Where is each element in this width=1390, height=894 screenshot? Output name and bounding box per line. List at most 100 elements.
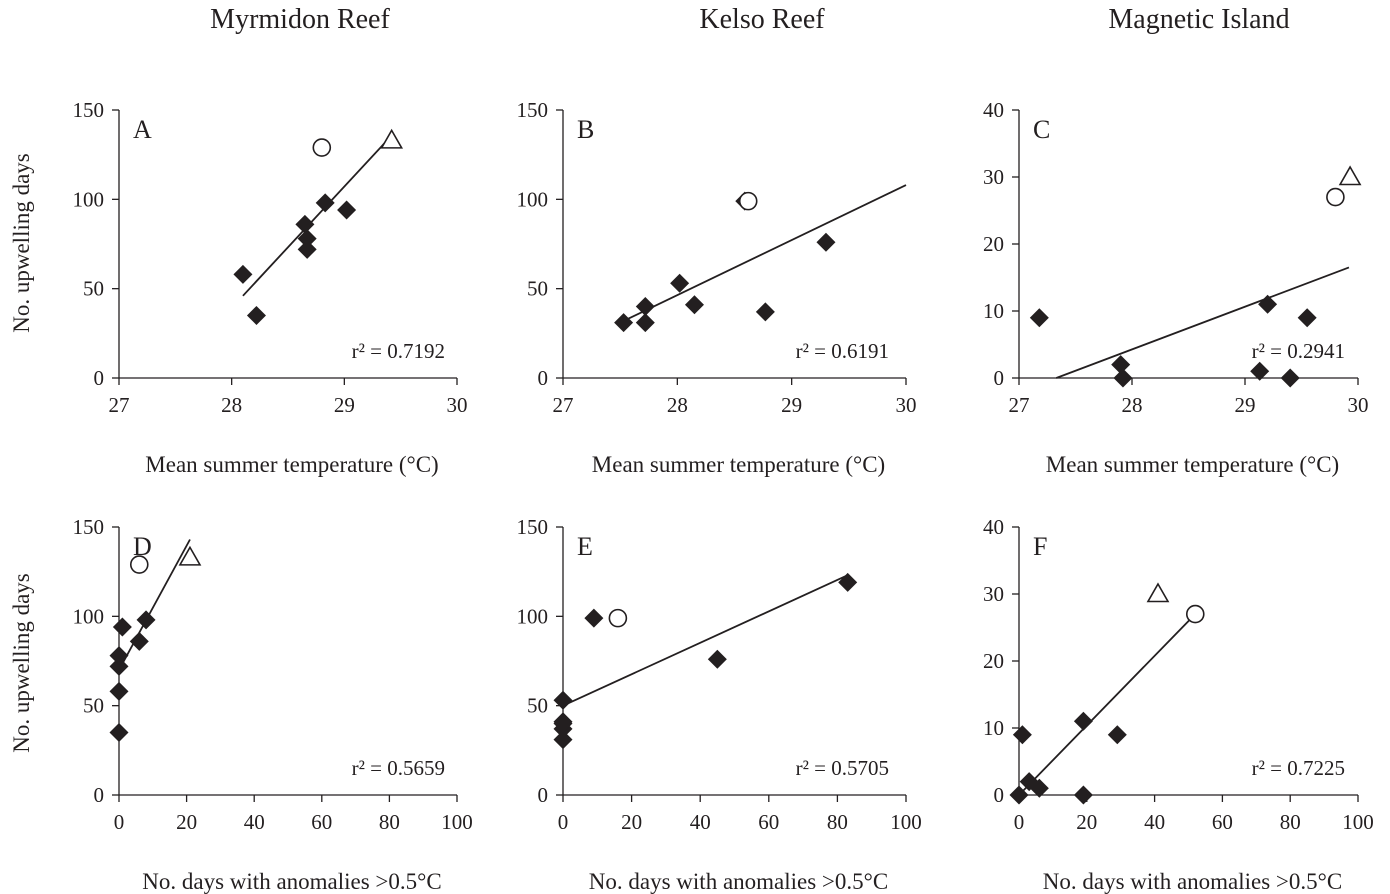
panel-d-x-tick-label: 60 — [311, 810, 332, 834]
panel-d-y-tick-label: 100 — [73, 604, 105, 628]
panel-a-point-triangle — [380, 128, 404, 149]
panel-e-point-circle — [608, 608, 628, 628]
panel-a-letter: A — [133, 115, 152, 144]
panel-d-point-diamond — [109, 646, 129, 666]
panel-e-x-axis-label: No. days with anomalies >0.5°C — [589, 869, 888, 894]
panel-a-point-circle — [312, 138, 332, 157]
panel-c-x-tick-label: 27 — [1009, 393, 1030, 417]
panel-e-x-tick-label: 60 — [758, 810, 779, 834]
panel-e-regression-line — [562, 574, 849, 707]
panel-c-point-triangle — [1338, 165, 1362, 186]
panel-d-y-tick-label: 150 — [73, 515, 105, 539]
y-axis-label-bottom: No. upwelling days — [9, 573, 34, 753]
panel-d-x-tick-label: 0 — [114, 810, 125, 834]
panel-d-x-tick-label: 100 — [441, 810, 473, 834]
panel-c-point-diamond — [1297, 308, 1317, 328]
panel-f-x-tick-label: 100 — [1342, 810, 1374, 834]
panel-d-r-squared-label: r² = 0.5659 — [352, 756, 445, 780]
panel-a-y-tick-label: 150 — [73, 98, 105, 122]
panel-b-y-tick-label: 150 — [517, 98, 549, 122]
column-title-magnetic-island: Magnetic Island — [1108, 4, 1289, 35]
panel-a-point-diamond — [337, 200, 357, 220]
panel-e-x-tick-label: 100 — [890, 810, 922, 834]
panel-c-point-diamond — [1258, 294, 1278, 314]
panel-f-x-axis-label: No. days with anomalies >0.5°C — [1043, 869, 1342, 894]
panel-e-point-diamond — [553, 690, 573, 710]
panel-b-letter: B — [577, 115, 594, 144]
panel-a-y-tick-label: 0 — [94, 366, 105, 390]
panel-c-y-tick-label: 10 — [983, 299, 1004, 323]
panel-f-point-diamond — [1107, 725, 1127, 745]
panel-f-x-tick-label: 0 — [1014, 810, 1025, 834]
panel-d-point-diamond — [109, 681, 129, 701]
panel-f-letter: F — [1033, 532, 1047, 561]
panel-c-point-diamond — [1280, 368, 1300, 388]
panel-b-point-diamond — [635, 297, 655, 317]
panel-c-r-squared-label: r² = 0.2941 — [1252, 339, 1345, 363]
panel-a-point-diamond — [297, 229, 317, 249]
panel-e-x-tick-label: 20 — [621, 810, 642, 834]
panel-c-x-tick-label: 30 — [1348, 393, 1369, 417]
panel-e-letter: E — [577, 532, 593, 561]
panel-e-point-diamond — [553, 712, 573, 732]
panel-c-regression-line — [1055, 266, 1350, 379]
y-axis-label-top: No. upwelling days — [9, 153, 34, 333]
panel-f-y-tick-label: 40 — [983, 515, 1004, 539]
panel-e-x-tick-label: 0 — [558, 810, 569, 834]
panel-a-x-tick-label: 29 — [334, 393, 355, 417]
panel-b-y-tick-label: 0 — [538, 366, 549, 390]
panel-f-point-diamond — [1073, 785, 1093, 805]
panel-b: 0 50 100 150 27 28 29 30 Mean summer temperature… — [517, 98, 917, 477]
panel-c-y-tick-label: 30 — [983, 165, 1004, 189]
panel-d-y-tick-label: 50 — [83, 694, 104, 718]
panel-f-point-circle — [1185, 604, 1205, 624]
panel-a-y-tick-label: 100 — [73, 187, 105, 211]
panel-d-x-axis-label: No. days with anomalies >0.5°C — [142, 869, 441, 894]
panel-f-regression-line — [1018, 613, 1196, 796]
panel-b-x-tick-label: 28 — [667, 393, 688, 417]
panel-e-point-diamond — [838, 572, 858, 592]
panel-a: 0 50 100 150 27 28 29 30 Mean summer temperature… — [73, 98, 468, 477]
panel-a-point-diamond — [315, 193, 335, 213]
panel-b-y-tick-label: 50 — [527, 277, 548, 301]
panel-b-r-squared-label: r² = 0.6191 — [796, 339, 889, 363]
panel-b-point-diamond — [816, 232, 836, 252]
panel-e: 0 50 100 150 0 20 40 60 80 100 No. days with anoma… — [517, 515, 922, 894]
panel-f-x-tick-label: 80 — [1280, 810, 1301, 834]
panel-b-x-axis-label: Mean summer temperature (°C) — [592, 452, 885, 477]
panel-c-point-diamond — [1111, 355, 1131, 375]
panel-b-point-diamond — [755, 302, 775, 322]
panel-a-x-axis-label: Mean summer temperature (°C) — [145, 452, 438, 477]
panel-a-x-tick-label: 27 — [109, 393, 130, 417]
panel-f-point-diamond — [1012, 725, 1032, 745]
panel-f-point-triangle — [1146, 582, 1170, 603]
panel-b-point-circle — [738, 191, 758, 211]
panel-f-point-diamond — [1029, 778, 1049, 798]
panel-d-point-diamond — [109, 722, 129, 742]
panel-d-regression-line — [118, 539, 191, 671]
panel-b-point-diamond — [635, 313, 655, 333]
panel-c-point-circle — [1326, 187, 1345, 207]
panel-c-y-tick-label: 20 — [983, 232, 1004, 256]
panel-a-point-diamond — [295, 214, 315, 234]
panel-d-x-tick-label: 80 — [379, 810, 400, 834]
panel-d-point-diamond — [129, 631, 149, 651]
panel-c-x-tick-label: 28 — [1122, 393, 1143, 417]
panel-f-x-tick-label: 60 — [1212, 810, 1233, 834]
panel-c-point-diamond — [1113, 368, 1133, 388]
column-title-kelso-reef: Kelso Reef — [699, 4, 825, 35]
panel-e-point-diamond — [707, 649, 727, 669]
panel-e-x-tick-label: 80 — [827, 810, 848, 834]
panel-d-x-tick-label: 40 — [244, 810, 265, 834]
panel-f-y-tick-label: 20 — [983, 649, 1004, 673]
panel-d-point-diamond — [136, 610, 156, 630]
panel-f: 0 10 20 30 40 0 20 40 60 80 100 No. days with anoma… — [983, 515, 1374, 894]
panel-c-letter: C — [1033, 115, 1050, 144]
panel-f-x-tick-label: 40 — [1144, 810, 1165, 834]
panel-b-x-tick-label: 27 — [553, 393, 574, 417]
panel-f-point-diamond — [1073, 711, 1093, 731]
panel-a-regression-line — [242, 139, 388, 297]
column-title-myrmidon-reef: Myrmidon Reef — [210, 4, 390, 35]
panel-a-x-tick-label: 30 — [447, 393, 468, 417]
panel-b-point-diamond — [684, 295, 704, 315]
